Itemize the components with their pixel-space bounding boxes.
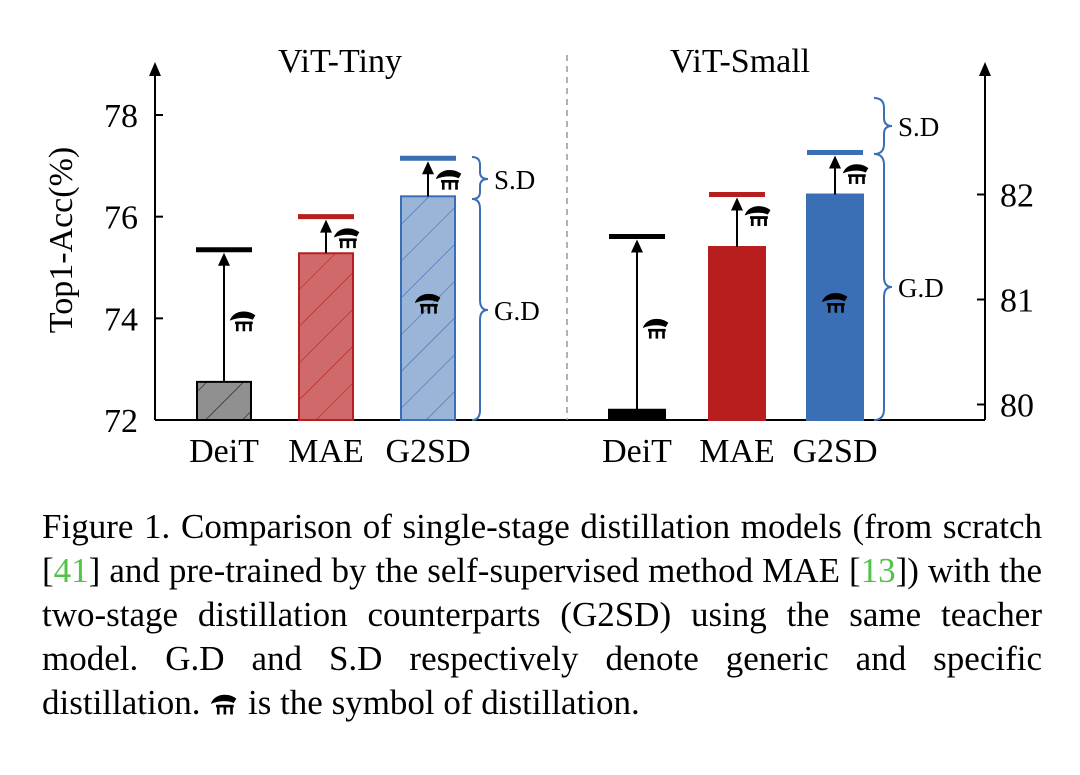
left-y-axis-arrow: [149, 62, 161, 76]
caption-text-4: is the symbol of distillation.: [247, 683, 640, 722]
brace-sd-small: [873, 97, 893, 155]
distillation-icon: [229, 311, 256, 332]
label-sd-small: S.D: [898, 112, 939, 142]
x-tick-label-vit-tiny-g2sd: G2SD: [385, 433, 470, 470]
bar-vit-small-deit: [608, 408, 666, 421]
label-gd-small: G.D: [898, 273, 944, 303]
x-tick-label-vit-tiny-mae: MAE: [288, 433, 364, 470]
brace-gd-tiny: [471, 198, 489, 421]
distillation-icon: [435, 169, 462, 190]
x-tick-label-vit-tiny-deit: DeiT: [189, 433, 259, 470]
brace-gd-small: [873, 153, 893, 421]
right-tick-label: 80: [1000, 388, 1034, 425]
distillation-icon: [333, 228, 360, 249]
brace-sd-tiny: [471, 156, 489, 200]
arrowhead-vit-tiny-deit: [218, 252, 230, 266]
right-tick-label: 82: [1000, 178, 1034, 215]
caption-text-1: Comparison of single-stage distillation …: [42, 507, 1042, 590]
arrowhead-vit-tiny-mae: [320, 219, 332, 233]
distillation-still-icon: [209, 690, 239, 716]
distillation-icon: [642, 318, 669, 339]
caption-text-3: ]) with the two-stage distillation count…: [42, 551, 1043, 722]
arrowhead-vit-tiny-g2sd: [422, 161, 434, 175]
x-tick-label-vit-small-g2sd: G2SD: [792, 433, 877, 470]
figure-caption: Figure 1. Comparison of single-stage dis…: [42, 505, 1042, 725]
arrowhead-vit-small-mae: [731, 197, 743, 211]
distillation-icon: [744, 206, 771, 226]
caption-text-2: ] and pre-trained by the self-supervised…: [88, 551, 861, 590]
label-gd-tiny: G.D: [494, 296, 540, 326]
bar-hatch-vit-tiny-deit: [197, 381, 251, 420]
y-axis-label: Top1-Acc(%): [43, 147, 80, 333]
citation-link-41[interactable]: 41: [53, 551, 89, 590]
panel-title-vit-small: ViT-Small: [670, 43, 810, 80]
left-tick-label: 74: [104, 301, 138, 338]
caption-label: Figure 1.: [42, 507, 171, 546]
left-tick-label: 76: [104, 200, 138, 237]
left-tick-label: 78: [104, 98, 138, 135]
right-tick-label: 81: [1000, 283, 1034, 320]
left-tick-label: 72: [104, 403, 138, 440]
bar-vit-small-mae: [708, 246, 766, 421]
panel-title-vit-tiny: ViT-Tiny: [278, 43, 402, 80]
x-tick-label-vit-small-deit: DeiT: [602, 433, 672, 470]
bar-hatch-vit-tiny-mae: [299, 253, 353, 420]
comparison-chart: ViT-Tiny ViT-Small Top1-Acc(%) 72747678 …: [43, 43, 1034, 470]
x-tick-label-vit-small-mae: MAE: [699, 433, 775, 470]
right-y-axis-arrow: [979, 62, 991, 76]
distillation-icon: [842, 164, 869, 184]
label-sd-tiny: S.D: [494, 165, 535, 195]
citation-link-13[interactable]: 13: [860, 551, 896, 590]
arrowhead-vit-small-g2sd: [829, 155, 841, 169]
arrowhead-vit-small-deit: [631, 239, 643, 253]
